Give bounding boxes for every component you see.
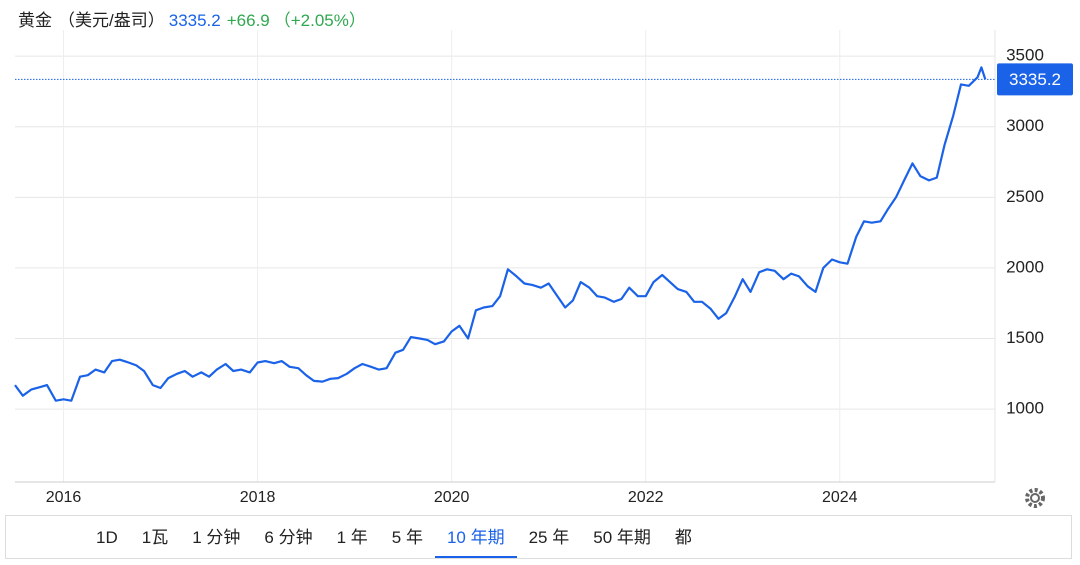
- y-tick-label: 1000: [1006, 399, 1044, 418]
- settings-icon[interactable]: [1025, 488, 1045, 508]
- gear-teeth: [1025, 488, 1045, 508]
- y-tick-label: 3500: [1006, 46, 1044, 65]
- y-tick-label: 1500: [1006, 328, 1044, 347]
- last-price-box: [997, 63, 1073, 96]
- range-button[interactable]: 都: [674, 528, 692, 547]
- range-button[interactable]: 6 分钟: [264, 528, 313, 547]
- unit: （美元/盎司）: [58, 11, 165, 30]
- y-tick-label: 2500: [1006, 187, 1044, 206]
- plot: 1000 1500 2000 2500 3000 3500 2016 2018 2020 2022…: [14, 30, 1073, 506]
- range-button[interactable]: 25 年: [528, 528, 570, 547]
- chart-title: 黄金: [18, 11, 52, 30]
- x-tick-label: 2018: [240, 489, 276, 506]
- change-pct: （+2.05%）: [274, 11, 366, 30]
- change: +66.9: [227, 11, 270, 30]
- x-tick-label: 2020: [434, 489, 470, 506]
- gear-hub: [1030, 493, 1040, 503]
- header: 黄金 （美元/盎司） 3335.2 +66.9 （+2.05%）: [18, 11, 366, 30]
- price-line: [14, 66, 987, 402]
- range-button[interactable]: 5 年: [391, 528, 423, 547]
- chart: 1000 1500 2000 2500 3000 3500 2016 2018 2020 2022…: [14, 11, 1073, 508]
- range-button[interactable]: 1 年: [336, 528, 368, 547]
- range-button[interactable]: 10 年期: [434, 516, 517, 558]
- range-button[interactable]: 50 年期: [593, 528, 651, 547]
- y-tick-label: 3000: [1006, 116, 1044, 135]
- last-price-label: 3335.2: [1009, 70, 1061, 89]
- range-button[interactable]: 1D: [96, 528, 118, 547]
- x-tick-label: 2024: [822, 489, 858, 506]
- y-tick-label: 2000: [1006, 257, 1044, 276]
- range-button[interactable]: 1瓦: [141, 528, 169, 547]
- x-tick-label: 2016: [46, 489, 82, 506]
- x-tick-label: 2022: [628, 489, 664, 506]
- range-button[interactable]: 1 分钟: [192, 528, 241, 547]
- price: 3335.2: [169, 11, 221, 30]
- range-bar: 1D 1瓦 1 分钟 6 分钟 1 年 5 年 10 年期 25 年 50 年期 都: [5, 515, 1072, 559]
